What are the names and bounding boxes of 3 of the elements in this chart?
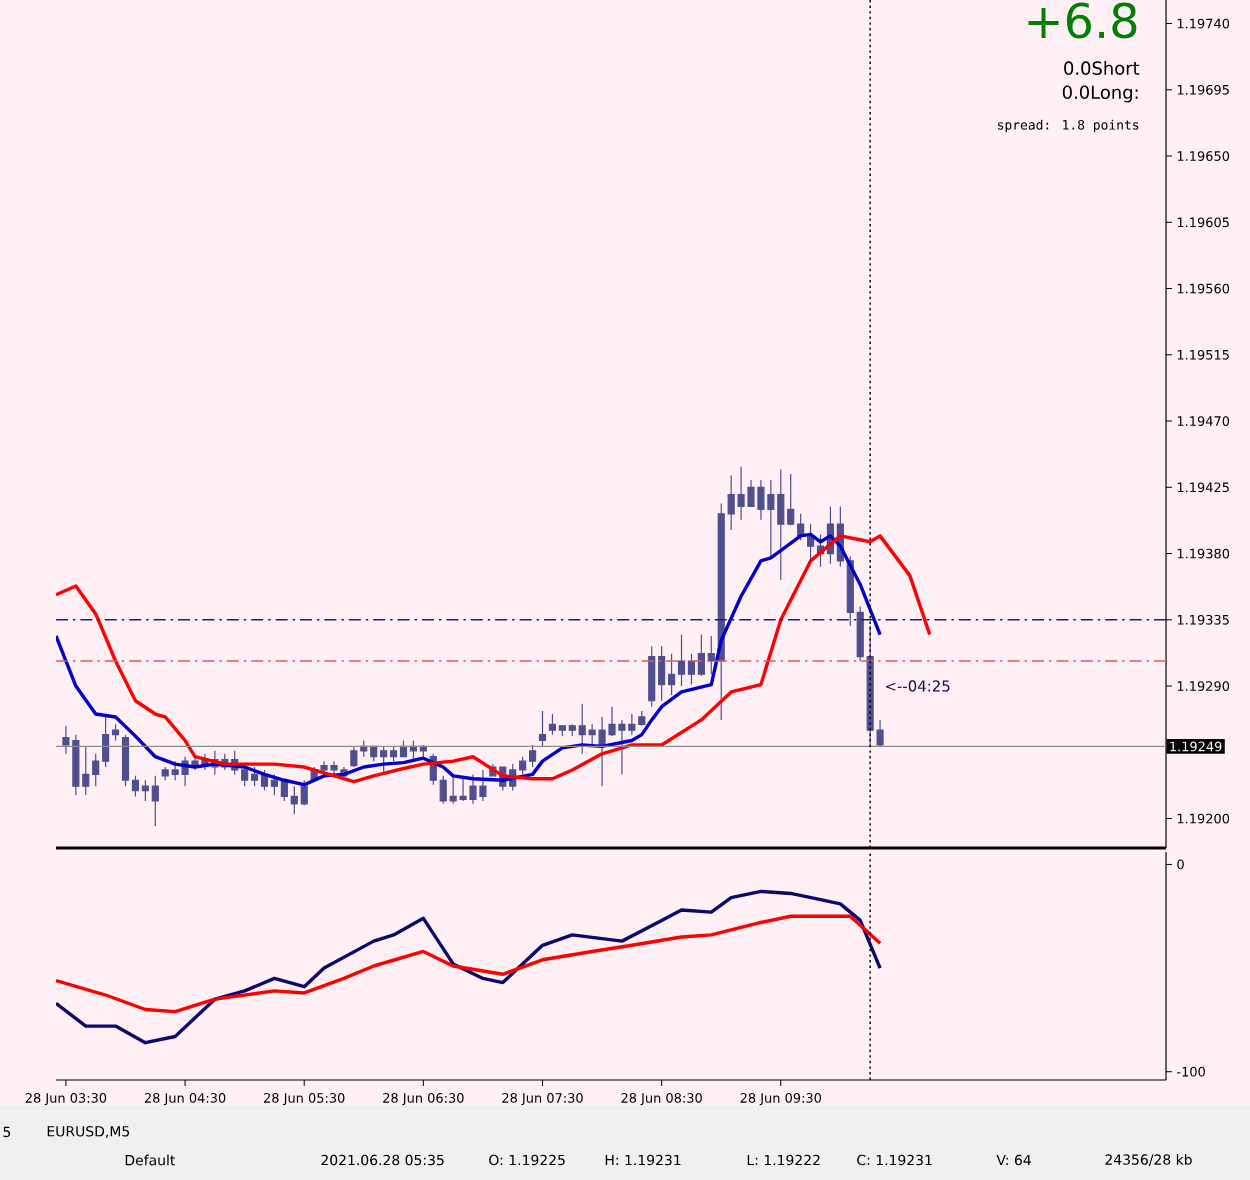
annotation: +6.8 [1028,2,1137,39]
annotation: 0.0Long: [1062,85,1138,103]
annotation: 0.0Short [1064,61,1140,75]
